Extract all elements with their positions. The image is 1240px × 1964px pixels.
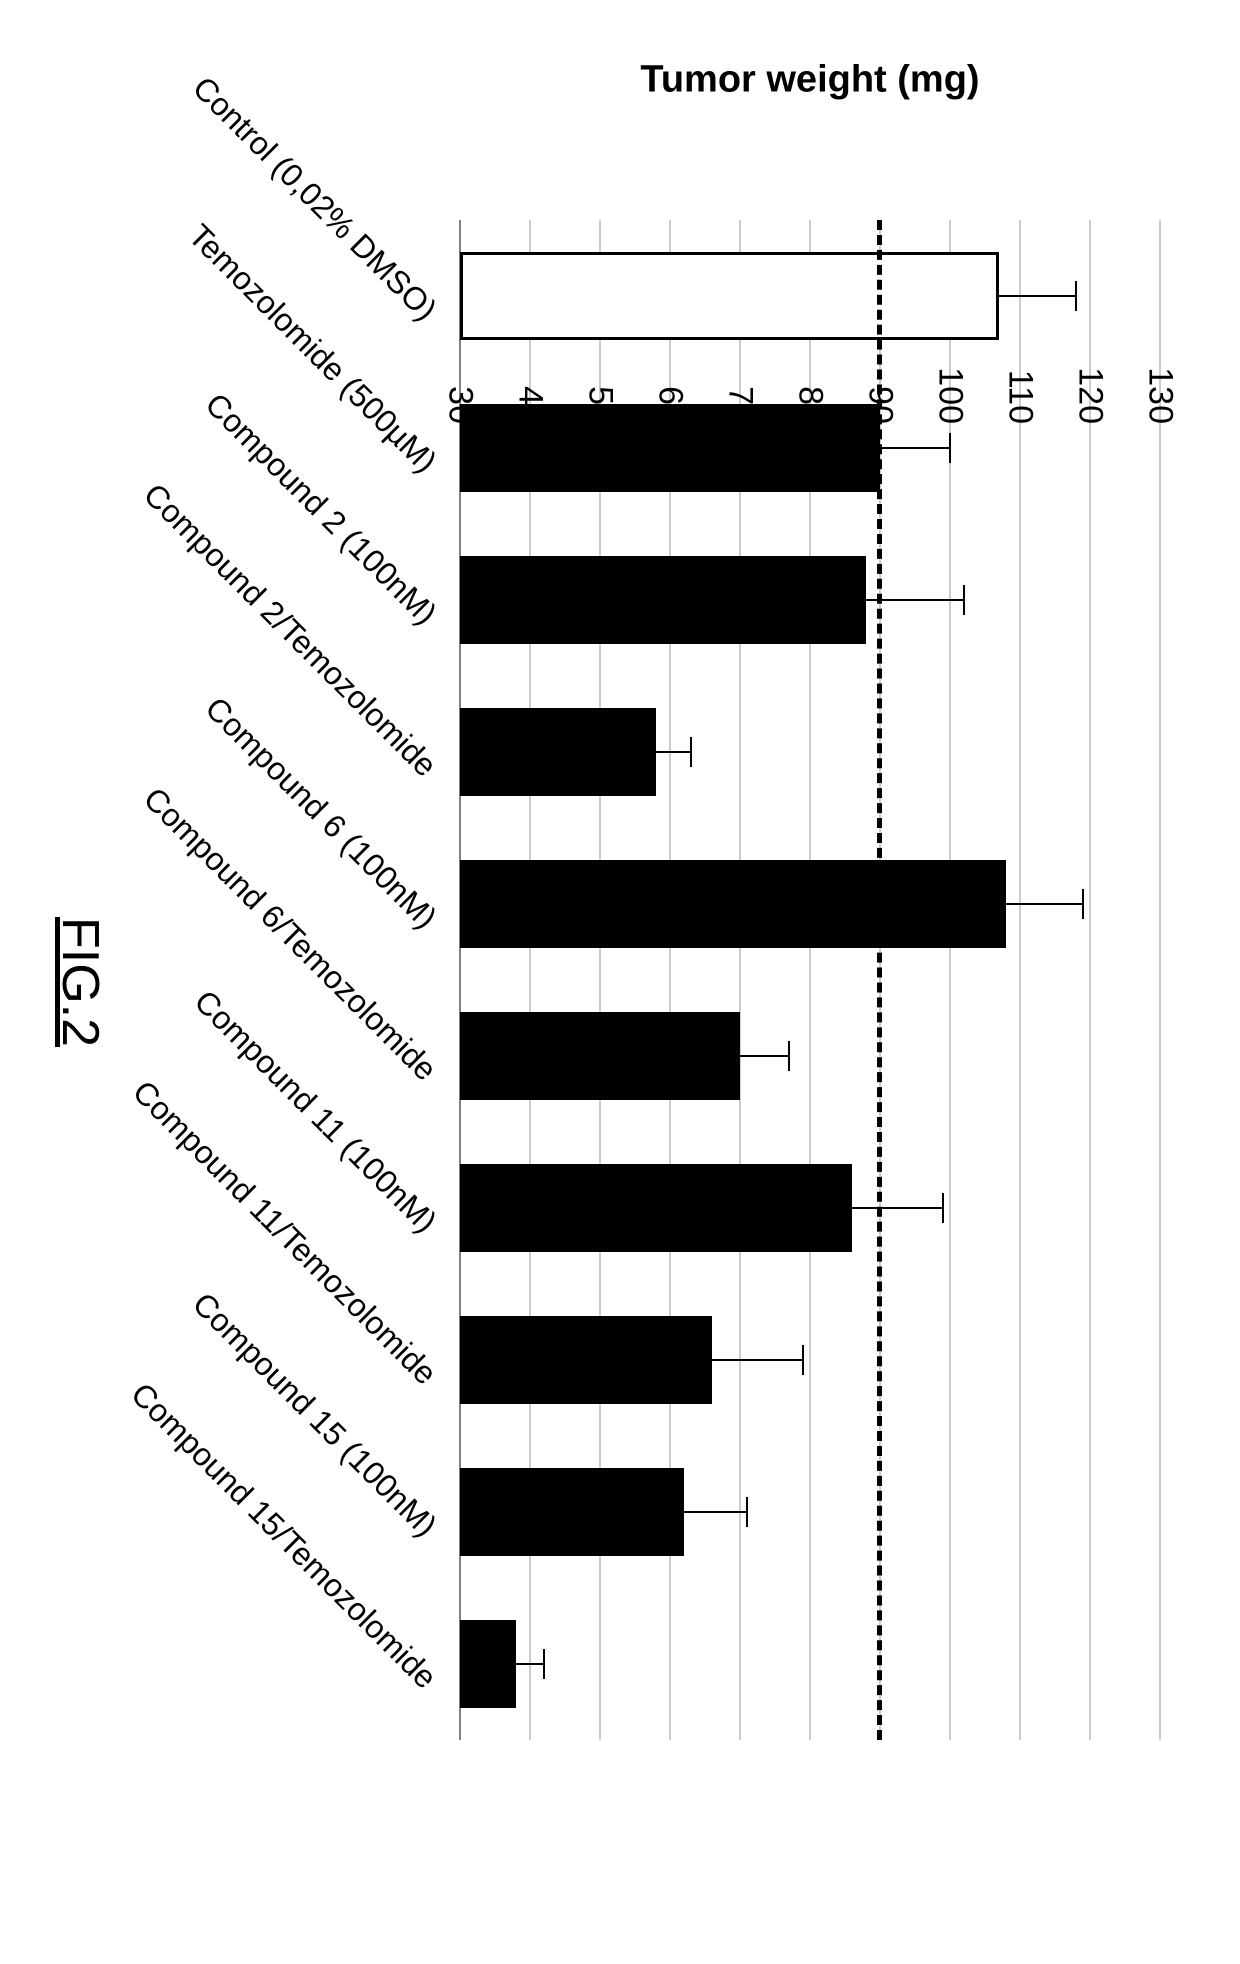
figure-caption: FIG.2 (50, 917, 110, 1047)
gridline (1089, 220, 1091, 1740)
y-tick-label: 40 (511, 224, 550, 424)
y-tick-label: 50 (581, 224, 620, 424)
error-bar (684, 1511, 747, 1513)
bar (460, 1468, 684, 1556)
error-bar-cap (746, 1497, 748, 1527)
plot-area (460, 220, 1160, 1740)
bar (460, 1316, 712, 1404)
error-bar (1006, 903, 1083, 905)
error-bar (516, 1663, 544, 1665)
error-bar-cap (942, 1193, 944, 1223)
bar (460, 1012, 740, 1100)
error-bar-cap (802, 1345, 804, 1375)
y-tick-label: 100 (931, 224, 970, 424)
y-tick-label: 120 (1071, 224, 1110, 424)
error-bar (852, 1207, 943, 1209)
bar (460, 860, 1006, 948)
error-bar-cap (788, 1041, 790, 1071)
bar (460, 1620, 516, 1708)
y-tick-label: 80 (791, 224, 830, 424)
bar (460, 708, 656, 796)
error-bar-cap (949, 433, 951, 463)
y-tick-label: 110 (1001, 224, 1040, 424)
y-tick-label: 130 (1141, 224, 1180, 424)
error-bar (656, 751, 691, 753)
reference-line (877, 220, 882, 1740)
error-bar (740, 1055, 789, 1057)
y-axis-title: Tumor weight (mg) (640, 59, 979, 102)
bar (460, 1164, 852, 1252)
y-tick-label: 60 (651, 224, 690, 424)
y-tick-label: 90 (861, 224, 900, 424)
error-bar-cap (1082, 889, 1084, 919)
error-bar-cap (963, 585, 965, 615)
error-bar (880, 447, 950, 449)
rotated-canvas: Tumor weight (mg) FIG.2 3040506070809010… (0, 0, 1240, 1964)
error-bar (712, 1359, 803, 1361)
y-tick-label: 30 (441, 224, 480, 424)
gridline (1159, 220, 1161, 1740)
bar (460, 556, 866, 644)
y-tick-label: 70 (721, 224, 760, 424)
error-bar-cap (690, 737, 692, 767)
error-bar-cap (543, 1649, 545, 1679)
gridline (1019, 220, 1021, 1740)
